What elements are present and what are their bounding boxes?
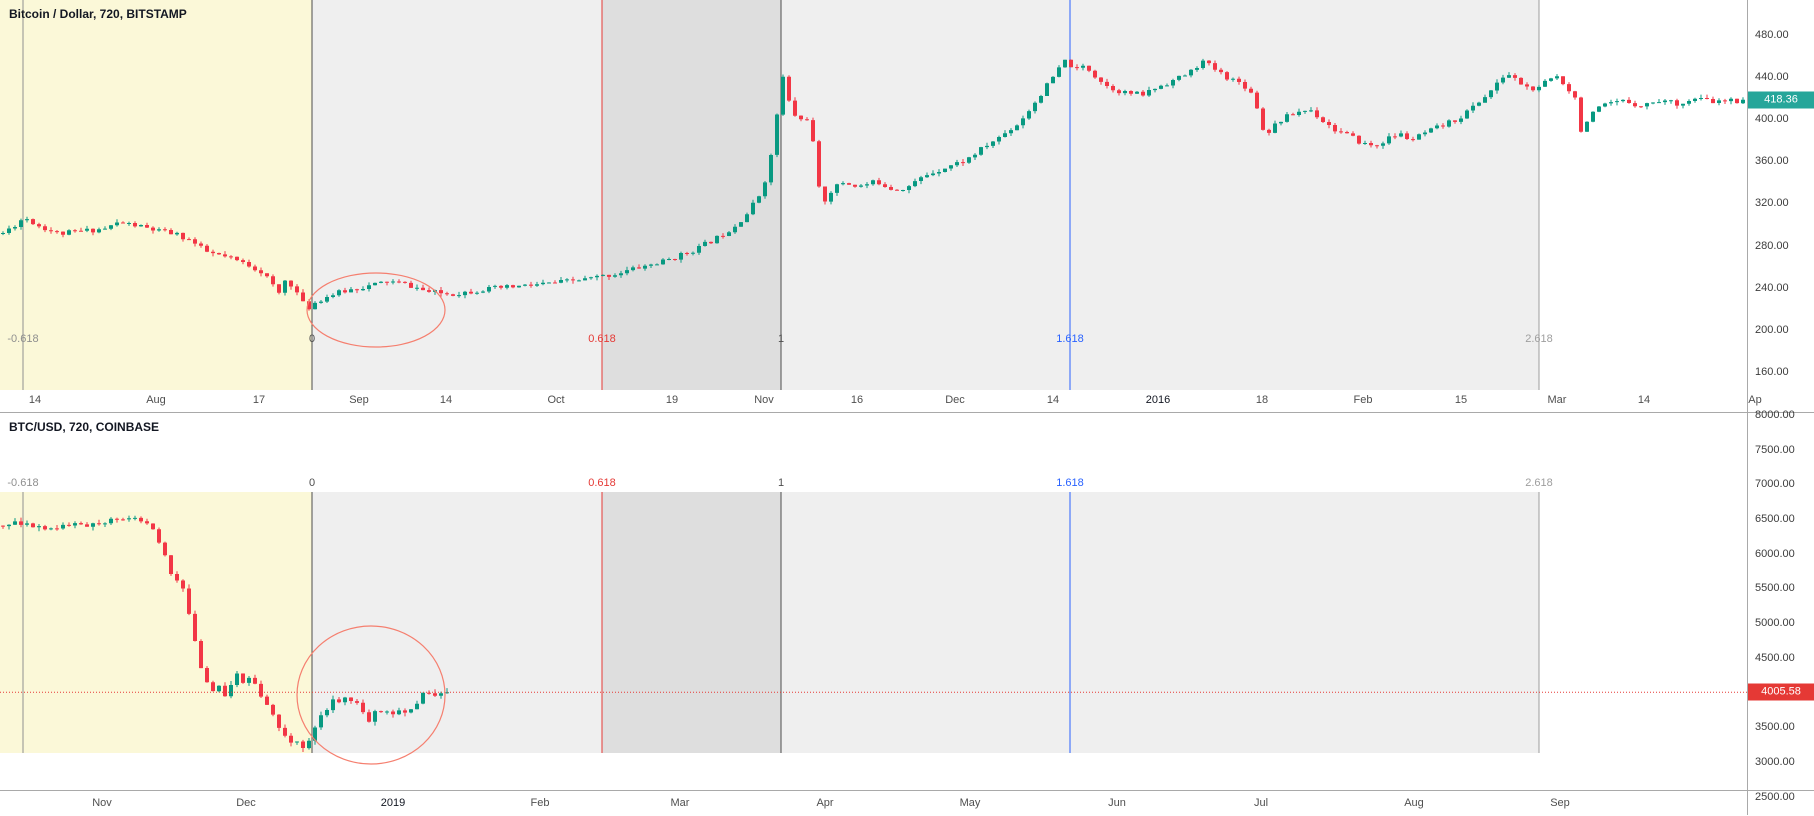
time-tick-label: 15 (1454, 394, 1468, 406)
annotation-circle[interactable] (296, 625, 446, 765)
price-tick-label: 200.00 (1755, 323, 1789, 336)
time-tick-label: Oct (547, 394, 565, 406)
fib-level-label: 1 (778, 477, 784, 489)
fib-level-label: 2.618 (1525, 333, 1553, 345)
fib-level-label: 1 (778, 333, 784, 345)
pane-bottom-chart[interactable]: -0.618 0 0.618 1 1.618 2.618 BTC/USD, 720, CO… (0, 413, 1747, 790)
time-tick-label: 18 (1255, 394, 1269, 406)
pane-bottom-title: BTC/USD, 720, COINBASE (9, 420, 160, 434)
price-tick-label: 160.00 (1755, 366, 1789, 379)
time-tick-label: Aug (146, 394, 166, 406)
price-tick-label: 6000.00 (1755, 547, 1795, 560)
pane-top-title: Bitcoin / Dollar, 720, BITSTAMP (9, 7, 187, 21)
time-tick-label: 2016 (1145, 394, 1171, 406)
price-tick-label: 7500.00 (1755, 443, 1795, 456)
time-tick-label: Mar (670, 797, 690, 809)
time-tick-label: Nov (92, 797, 112, 809)
time-tick-label: Jun (1108, 797, 1126, 809)
time-tick-label: 16 (850, 394, 864, 406)
fib-level-label: -0.618 (7, 333, 38, 345)
time-tick-label: 14 (1046, 394, 1060, 406)
last-price-badge-top: 418.36 (1748, 91, 1814, 109)
fib-region (0, 0, 312, 390)
fib-region (602, 492, 781, 753)
price-tick-label: 5000.00 (1755, 617, 1795, 630)
time-tick-label: 14 (28, 394, 42, 406)
time-tick-label: 17 (252, 394, 266, 406)
price-tick-label: 3500.00 (1755, 721, 1795, 734)
fib-region (312, 0, 602, 390)
annotation-circle[interactable] (306, 272, 446, 348)
time-tick-label: Ap (1748, 394, 1762, 406)
time-tick-label: 14 (1637, 394, 1651, 406)
fib-level-label: 0 (309, 477, 315, 489)
last-price-badge-bottom: 4005.58 (1748, 683, 1814, 701)
pane-bottom-plot[interactable]: -0.618 0 0.618 1 1.618 2.618 (0, 413, 1747, 790)
time-tick-label: Nov (754, 394, 774, 406)
time-tick-label: Feb (530, 797, 550, 809)
fib-level-label: 2.618 (1525, 477, 1553, 489)
price-tick-label: 280.00 (1755, 239, 1789, 252)
fib-region (781, 0, 1539, 390)
time-tick-label: Dec (945, 394, 965, 406)
price-tick-label: 240.00 (1755, 281, 1789, 294)
price-tick-label: 2500.00 (1755, 790, 1795, 803)
price-tick-label: 6500.00 (1755, 513, 1795, 526)
fib-level-label: 1.618 (1056, 333, 1084, 345)
fib-level-label: 0.618 (588, 477, 616, 489)
time-tick-label: Jul (1253, 797, 1269, 809)
price-tick-label: 440.00 (1755, 70, 1789, 83)
fib-region (0, 492, 312, 753)
price-tick-label: 4500.00 (1755, 651, 1795, 664)
price-tick-label: 8000.00 (1755, 409, 1795, 421)
fib-region (781, 492, 1539, 753)
price-axis[interactable]: 418.36 4005.58 480.00 440.00 400.00 360.00 3… (1747, 0, 1814, 815)
fib-level-label: 0.618 (588, 333, 616, 345)
time-axis-top[interactable]: 14 Aug 17 Sep 14 Oct 19 Nov 16 Dec 14 2016 18 Feb 15 Ma… (0, 390, 1814, 413)
fib-level-label: 0 (309, 333, 315, 345)
fib-region (602, 0, 781, 390)
fib-level-label: -0.618 (7, 477, 38, 489)
price-tick-label: 5500.00 (1755, 582, 1795, 595)
price-tick-label: 320.00 (1755, 197, 1789, 210)
time-tick-label: Apr (816, 797, 834, 809)
time-tick-label: Feb (1353, 394, 1373, 406)
time-tick-label: Sep (1550, 797, 1570, 809)
fib-level-label: 1.618 (1056, 477, 1084, 489)
price-tick-label: 480.00 (1755, 28, 1789, 41)
time-tick-label: Dec (236, 797, 256, 809)
pane-top-chart[interactable]: -0.618 0 0.618 1 1.618 2.618 Bitcoin / Dollar… (0, 0, 1747, 390)
time-tick-label: May (959, 797, 981, 809)
fib-region (312, 492, 602, 753)
time-tick-label: 19 (665, 394, 679, 406)
time-tick-label: Sep (349, 394, 369, 406)
price-tick-label: 400.00 (1755, 113, 1789, 126)
price-tick-label: 3000.00 (1755, 755, 1795, 768)
time-tick-label: 2019 (380, 797, 406, 809)
pane-top-plot[interactable]: -0.618 0 0.618 1 1.618 2.618 (0, 0, 1747, 390)
time-axis-bottom[interactable]: Nov Dec 2019 Feb Mar Apr May Jun Jul Aug Sep (0, 790, 1814, 816)
time-tick-label: 14 (439, 394, 453, 406)
price-tick-label: 360.00 (1755, 155, 1789, 168)
candle-bodies-down (31, 59, 1739, 310)
time-tick-label: Mar (1547, 394, 1567, 406)
time-tick-label: Aug (1404, 797, 1424, 809)
price-tick-label: 7000.00 (1755, 478, 1795, 491)
